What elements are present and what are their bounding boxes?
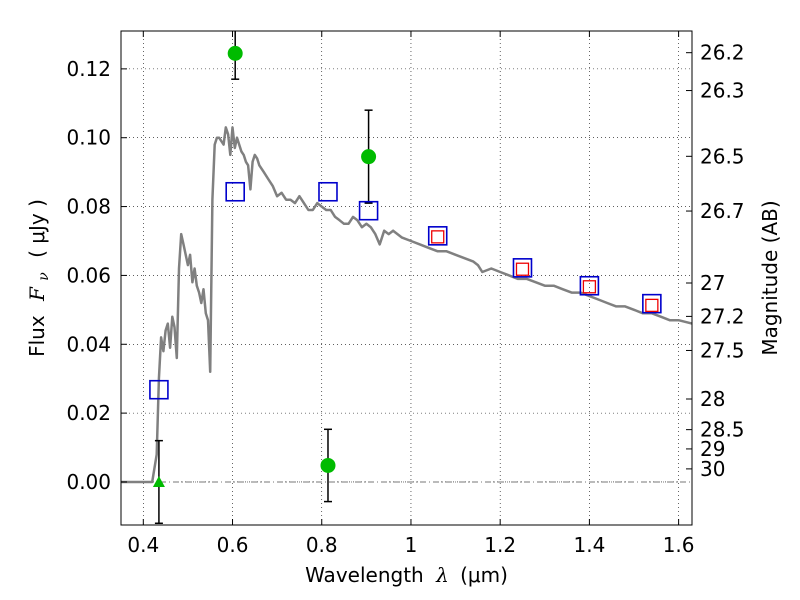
y-tick-label: 0.10 — [66, 126, 111, 150]
x-tick-label: 0.6 — [217, 533, 249, 557]
y-tick-label: 0.02 — [66, 401, 111, 425]
observed-photometry-marker — [645, 298, 659, 313]
magnitude-tick-label: 26.3 — [700, 79, 745, 103]
upper-limit-marker — [152, 475, 165, 487]
magnitude-tick-label: 26.2 — [700, 41, 745, 65]
x-tick-label: 1.2 — [484, 533, 516, 557]
observed-photometry-marker — [582, 280, 597, 294]
error-bars — [154, 31, 373, 525]
model-photometry-marker — [358, 200, 379, 221]
model-photometry-marker — [427, 226, 448, 246]
y-axis-label-subscript: ν — [36, 272, 52, 281]
x-tick-label: 1.6 — [663, 533, 695, 557]
model-photometry-marker — [318, 181, 338, 202]
x-tick-label: 0.4 — [127, 533, 159, 557]
y-axis-label-symbol: F — [25, 286, 49, 302]
magnitude-tick-label: 29 — [700, 437, 725, 461]
x-tick-label: 1 — [405, 533, 418, 557]
magnitude-tick-label: 26.5 — [700, 144, 745, 168]
y-axis-label-prefix: Flux — [25, 315, 49, 357]
y-tick-label: 0.04 — [66, 332, 111, 356]
y-axis-label-unit: ( μJy ) — [25, 199, 49, 258]
sed-model-line — [121, 126, 693, 484]
data-markers — [149, 45, 662, 487]
magnitude-tick-label: 30 — [700, 457, 725, 481]
observed-photometry-marker — [515, 262, 530, 276]
x-tick-label: 0.8 — [306, 533, 338, 557]
detection-marker — [361, 149, 377, 165]
magnitude-axis-label: Magnitude (AB) — [758, 200, 782, 355]
magnitude-tick-label: 27.2 — [700, 304, 745, 328]
y-tick-label: 0.12 — [66, 57, 111, 81]
model-photometry-marker — [149, 379, 169, 400]
y-axis-label: Flux F ν ( μJy ) — [25, 199, 53, 357]
axis-ticks: 0.4 0.6 0.8 1 1.2 1.4 1.6 0.00 0.02 0.04 0.06 0.08 0… — [66, 31, 745, 557]
model-photometry-marker — [642, 293, 662, 314]
magnitude-tick-label: 26.7 — [700, 199, 745, 223]
detection-marker — [320, 457, 336, 473]
x-axis-label-symbol: λ — [435, 563, 449, 587]
detection-marker — [227, 45, 243, 61]
x-axis-label-prefix: Wavelength — [305, 563, 424, 587]
model-photometry-marker — [579, 275, 600, 296]
x-axis-label: Wavelength λ (μm) — [305, 563, 508, 587]
y-tick-label: 0.06 — [66, 263, 111, 287]
y-tick-label: 0.00 — [66, 470, 111, 494]
y-tick-label: 0.08 — [66, 195, 111, 219]
magnitude-tick-label: 28.5 — [700, 418, 745, 442]
magnitude-tick-label: 27 — [700, 271, 725, 295]
magnitude-tick-label: 28 — [700, 387, 725, 411]
model-photometry-marker — [225, 181, 245, 202]
plot-frame — [120, 30, 693, 526]
x-tick-label: 1.4 — [573, 533, 605, 557]
x-axis-label-unit: (μm) — [460, 563, 508, 587]
magnitude-tick-label: 27.5 — [700, 338, 745, 362]
observed-photometry-marker — [431, 230, 445, 244]
grid-lines — [121, 31, 692, 525]
model-photometry-marker — [512, 258, 533, 278]
